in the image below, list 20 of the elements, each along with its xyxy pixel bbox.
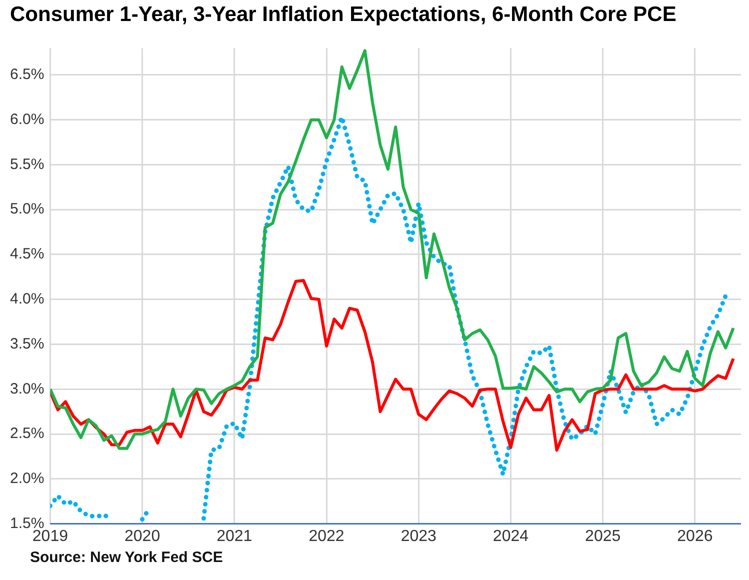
y-tick-label: 5.0% bbox=[10, 200, 44, 218]
y-tick-label: 2.0% bbox=[10, 470, 44, 488]
y-tick-label: 6.5% bbox=[10, 66, 44, 84]
x-tick-label: 2022 bbox=[308, 528, 344, 545]
y-tick-label: 6.0% bbox=[10, 110, 44, 128]
y-tick-label: 2.5% bbox=[10, 425, 44, 442]
y-tick-label: 5.5% bbox=[10, 156, 44, 173]
x-tick-label: 2021 bbox=[216, 528, 252, 545]
x-tick-label: 2020 bbox=[124, 528, 160, 545]
x-tick-label: 2026 bbox=[677, 528, 713, 545]
y-tick-label: 4.0% bbox=[10, 290, 44, 308]
y-tick-label: 4.5% bbox=[10, 246, 44, 263]
y-tick-label: 3.5% bbox=[10, 335, 44, 352]
x-tick-label: 2024 bbox=[492, 528, 529, 545]
x-tick-label: 2019 bbox=[32, 528, 68, 545]
y-tick-label: 3.0% bbox=[10, 380, 44, 398]
source-note: Source: New York Fed SCE bbox=[29, 549, 224, 566]
chart-title: Consumer 1-Year, 3-Year Inflation Expectations, 6-Month Core PCE bbox=[10, 3, 676, 27]
x-tick-label: 2023 bbox=[400, 528, 437, 545]
x-tick-label: 2025 bbox=[585, 528, 621, 545]
